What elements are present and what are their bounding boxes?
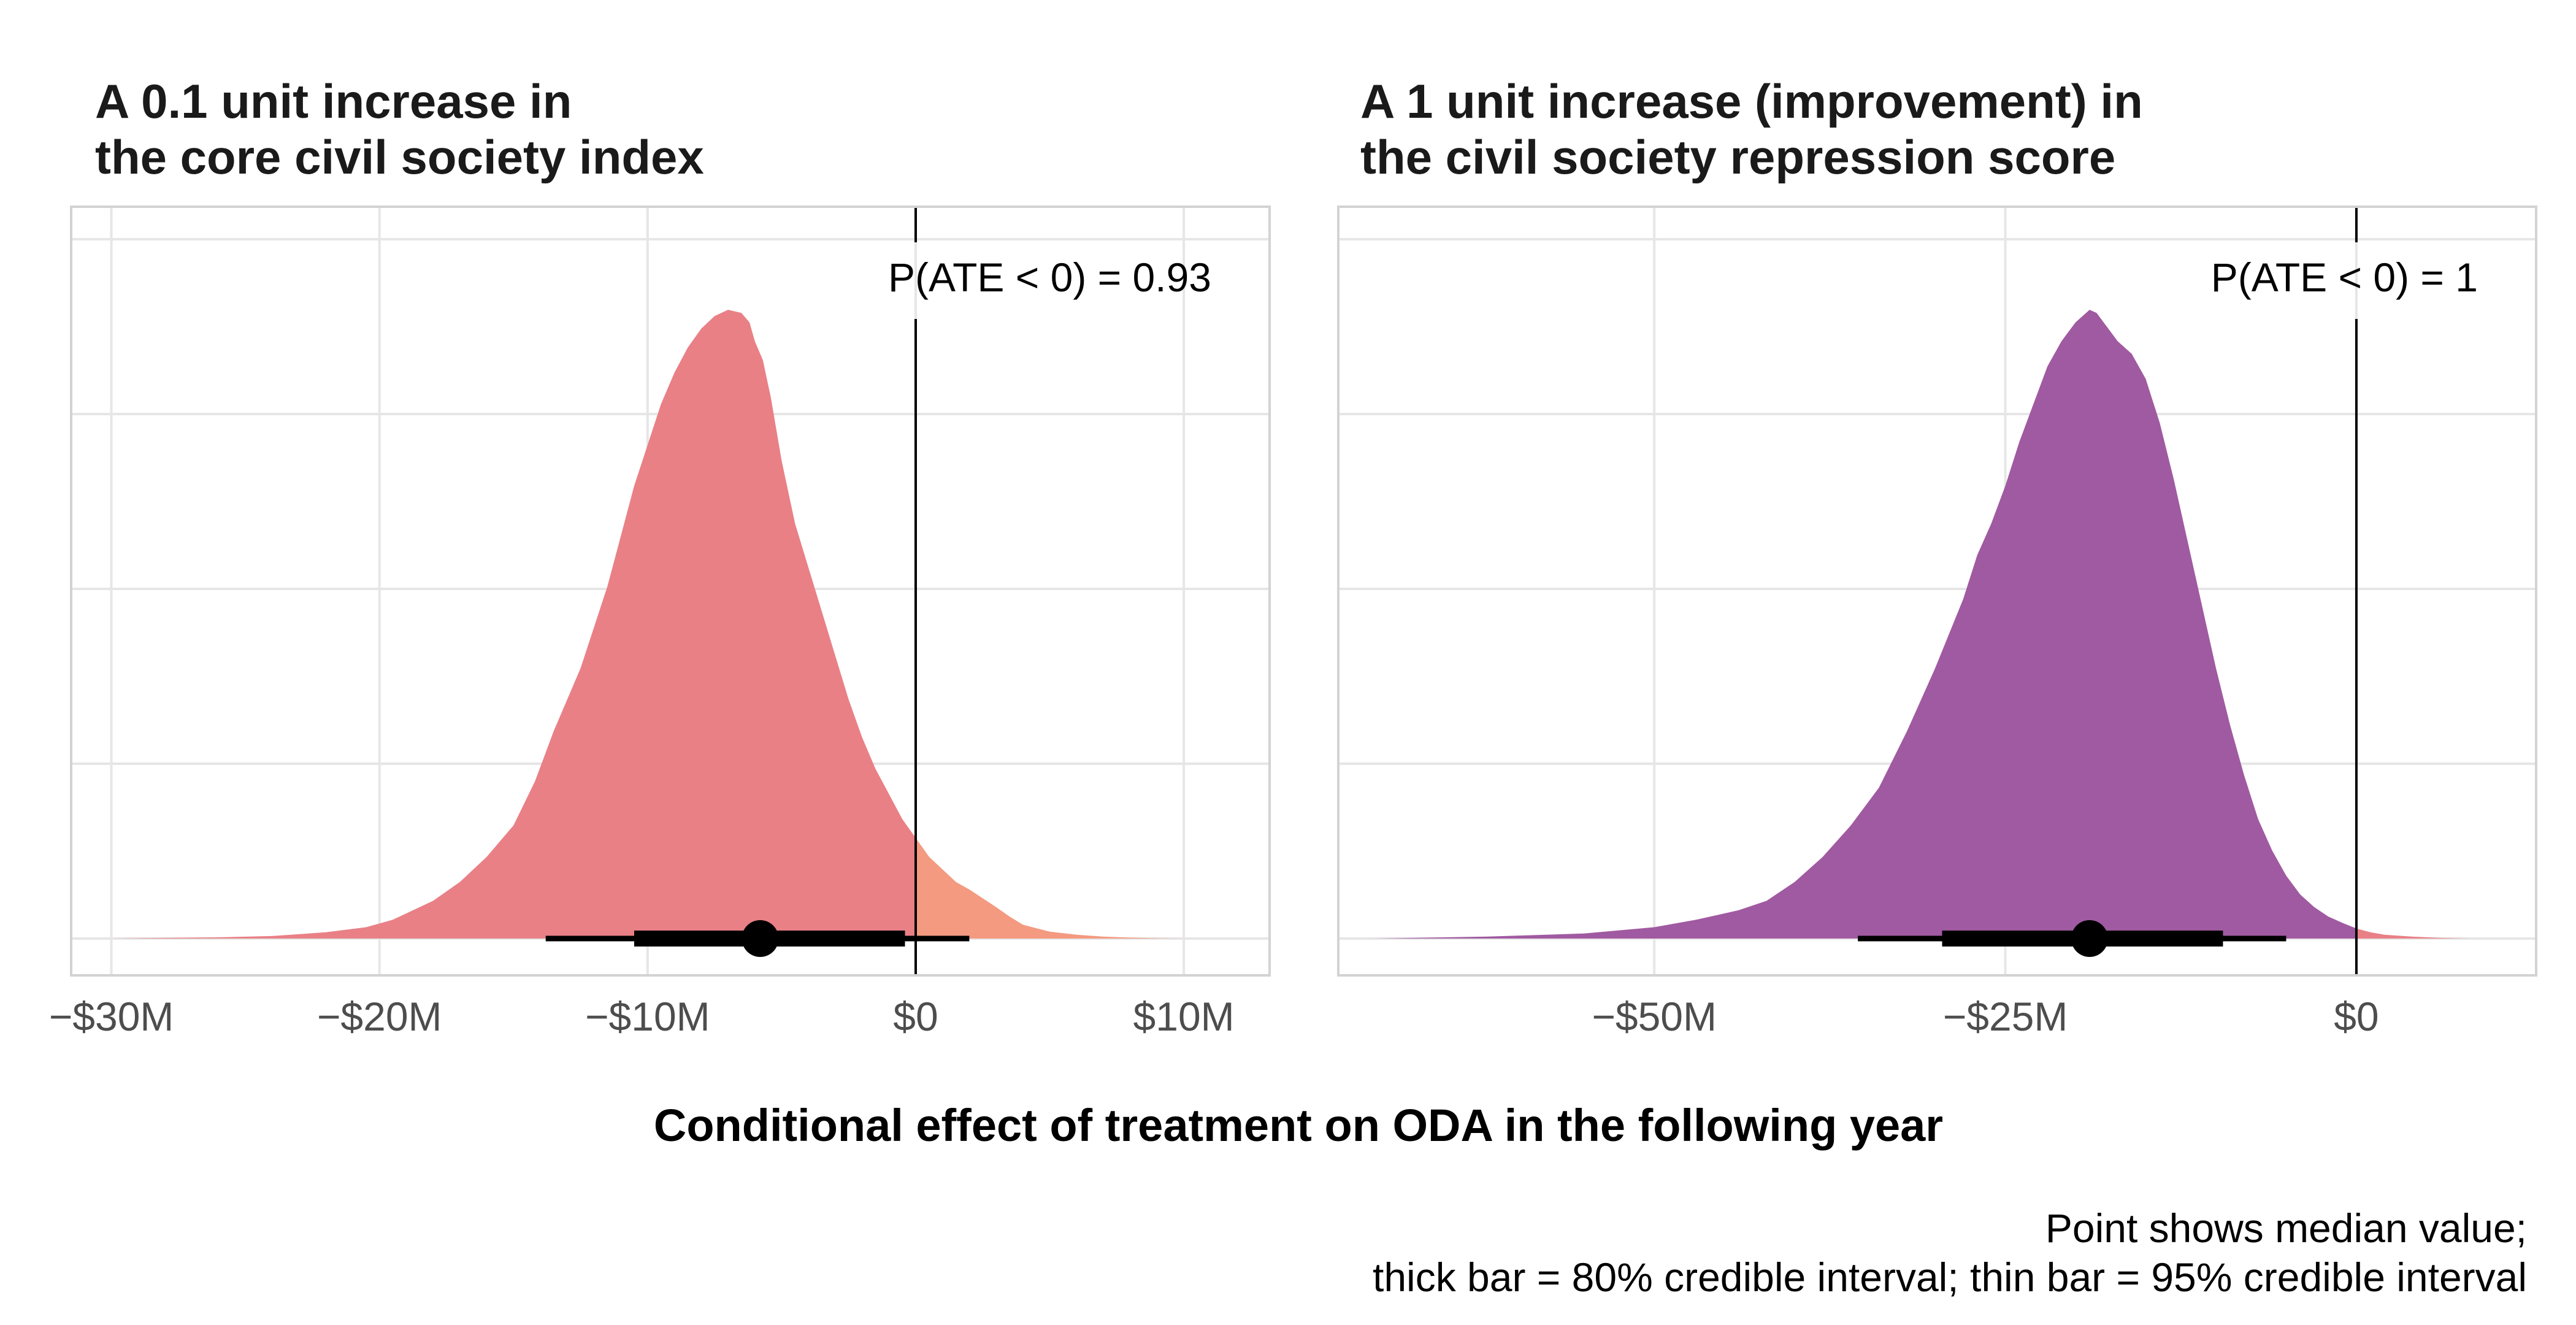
- right-x-tick-label-0: −$50M: [1592, 994, 1717, 1039]
- left-x-tick-label-4: $10M: [1133, 994, 1235, 1039]
- panel-left-title-line-2: the core civil society index: [95, 130, 704, 184]
- right-panel-frame: [1337, 205, 2537, 977]
- left-x-tick-label-2: −$10M: [585, 994, 710, 1039]
- right-median-point: [2071, 920, 2108, 957]
- panel-right: A 1 unit increase (improvement) in the c…: [1337, 74, 2537, 1039]
- panel-left-plot: −$30M −$20M −$10M $0 $10M P(ATE < 0) = 0.93: [49, 205, 1271, 1039]
- right-density-above-zero: [2356, 928, 2469, 939]
- left-density-below-zero: [111, 310, 916, 939]
- right-density-below-zero: [1373, 310, 2356, 939]
- panel-right-plot: −$50M −$25M $0 P(ATE < 0) = 1: [1337, 205, 2537, 1039]
- right-x-tick-label-2: $0: [2334, 994, 2379, 1039]
- panel-left-title-line-1: A 0.1 unit increase in: [95, 74, 572, 128]
- x-axis-title: Conditional effect of treatment on ODA i…: [654, 1100, 1943, 1151]
- left-probability-label: P(ATE < 0) = 0.93: [888, 255, 1211, 300]
- panel-right-title-line-2: the civil society repression score: [1360, 130, 2115, 184]
- left-x-tick-label-0: −$30M: [49, 994, 174, 1039]
- caption-line-2: thick bar = 80% credible interval; thin …: [1373, 1254, 2527, 1300]
- left-density-above-zero: [916, 838, 1184, 939]
- panel-right-title-line-1: A 1 unit increase (improvement) in: [1360, 74, 2143, 128]
- left-median-point: [742, 920, 779, 957]
- left-panel-frame: [70, 205, 1271, 977]
- left-x-tick-label-3: $0: [893, 994, 938, 1039]
- left-x-tick-label-1: −$20M: [317, 994, 442, 1039]
- right-probability-label: P(ATE < 0) = 1: [2211, 255, 2478, 300]
- caption-line-1: Point shows median value;: [2045, 1205, 2527, 1251]
- right-x-tick-label-1: −$25M: [1943, 994, 2068, 1039]
- panel-left: A 0.1 unit increase in the core civil so…: [49, 74, 1271, 1039]
